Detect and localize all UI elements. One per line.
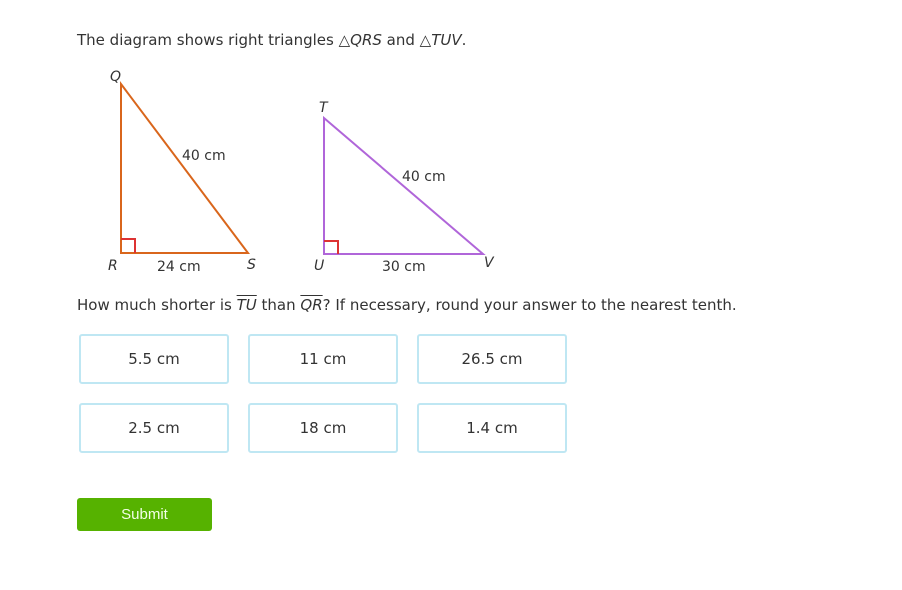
choice-button[interactable]: 18 cm: [248, 403, 398, 453]
triangles-diagram: Q R S 40 cm 24 cm T U V 40 cm 30 cm: [108, 69, 495, 275]
hypotenuse-label: 40 cm: [402, 169, 446, 185]
choice-button[interactable]: 5.5 cm: [79, 334, 229, 384]
intro-text: The diagram shows right triangles △QRS a…: [77, 31, 467, 49]
triangle-qrs: Q R S 40 cm 24 cm: [108, 69, 256, 275]
choice-button[interactable]: 2.5 cm: [79, 403, 229, 453]
vertex-r: R: [108, 258, 118, 274]
vertex-v: V: [484, 255, 495, 271]
question-text: How much shorter is TU than QR? If neces…: [77, 296, 737, 314]
base-label: 30 cm: [382, 259, 426, 275]
choice-button[interactable]: 11 cm: [248, 334, 398, 384]
vertex-s: S: [247, 257, 256, 273]
choice-button[interactable]: 26.5 cm: [417, 334, 567, 384]
triangle-tuv: T U V 40 cm 30 cm: [314, 100, 495, 275]
vertex-u: U: [314, 258, 324, 274]
vertex-q: Q: [110, 69, 121, 85]
choice-button[interactable]: 1.4 cm: [417, 403, 567, 453]
vertex-t: T: [319, 100, 329, 116]
right-angle-mark: [121, 238, 136, 253]
right-angle-mark: [324, 240, 339, 254]
base-label: 24 cm: [157, 259, 201, 275]
submit-button[interactable]: Submit: [77, 498, 212, 531]
hypotenuse-label: 40 cm: [182, 148, 226, 164]
